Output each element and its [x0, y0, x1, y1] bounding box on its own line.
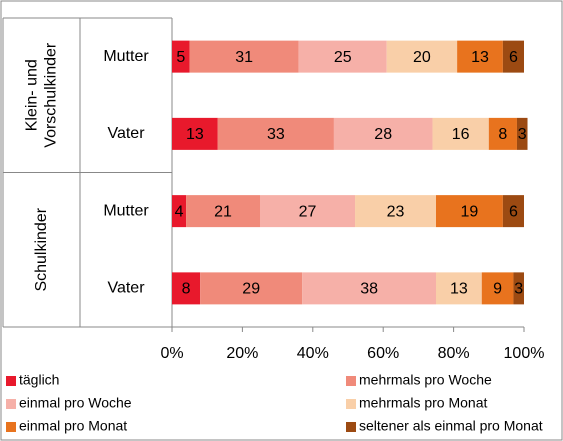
- bar-segment: [436, 272, 482, 305]
- x-tick-label: 20%: [226, 345, 258, 362]
- bar-segment: [333, 117, 433, 150]
- group-label-line: Klein- und: [24, 59, 41, 131]
- value-label: 16: [452, 126, 470, 143]
- value-label: 6: [509, 203, 518, 220]
- bar-segment: [302, 272, 436, 305]
- x-tick-label: 80%: [438, 345, 470, 362]
- bar-segment: [200, 272, 303, 305]
- value-label: 31: [235, 49, 253, 66]
- value-label: 4: [175, 203, 184, 220]
- bar-segment: [432, 117, 489, 150]
- bar-segment: [217, 117, 334, 150]
- legend-label: täglich: [19, 372, 59, 388]
- legend-label: seltener als einmal pro Monat: [359, 418, 543, 434]
- bar-segment: [260, 195, 356, 228]
- group-label: Klein- und Vorschulkinder: [24, 42, 60, 148]
- value-label: 27: [299, 203, 317, 220]
- y-tick-label: Vater: [107, 125, 145, 142]
- legend-swatch: [6, 422, 16, 432]
- bar-segment: [516, 117, 528, 150]
- bar-segment: [172, 117, 218, 150]
- value-label: 9: [493, 281, 502, 298]
- bar-segment: [457, 40, 503, 73]
- y-tick-label: Mutter: [103, 202, 149, 219]
- value-label: 5: [176, 49, 185, 66]
- value-label: 13: [186, 126, 204, 143]
- legend-swatch: [6, 376, 16, 386]
- value-label: 3: [518, 126, 527, 143]
- legend-swatch: [346, 422, 356, 432]
- bar-segment: [172, 195, 187, 228]
- value-label: 23: [387, 203, 405, 220]
- value-label: 25: [334, 49, 352, 66]
- bar-segment: [502, 40, 524, 73]
- x-tick-label: 0%: [160, 345, 183, 362]
- x-tick-label: 40%: [297, 345, 329, 362]
- bar-segment: [386, 40, 458, 73]
- group-label-line: Schulkinder: [33, 207, 50, 291]
- group-label-line: Vorschulkinder: [43, 42, 60, 148]
- value-label: 13: [471, 49, 489, 66]
- bar-segment: [172, 40, 190, 73]
- value-label: 19: [461, 203, 479, 220]
- y-tick-label: Mutter: [103, 48, 149, 65]
- x-tick-label: 100%: [504, 345, 545, 362]
- value-label: 21: [214, 203, 232, 220]
- value-label: 29: [242, 281, 260, 298]
- bar-segment: [172, 272, 201, 305]
- value-label: 33: [267, 126, 285, 143]
- value-label: 3: [514, 281, 523, 298]
- legend-label: mehrmals pro Woche: [359, 372, 492, 388]
- bar-segment: [513, 272, 524, 305]
- value-label: 13: [450, 281, 468, 298]
- legend-swatch: [346, 376, 356, 386]
- y-tick-label: Vater: [107, 280, 145, 297]
- legend-label: einmal pro Monat: [19, 418, 127, 434]
- legend-label: mehrmals pro Monat: [359, 395, 487, 411]
- value-label: 6: [509, 49, 518, 66]
- value-label: 20: [413, 49, 431, 66]
- x-tick-label: 60%: [367, 345, 399, 362]
- legend-swatch: [346, 399, 356, 409]
- group-label: Schulkinder: [33, 207, 50, 291]
- value-label: 8: [182, 281, 191, 298]
- bar-segment: [355, 195, 436, 228]
- bar-segment: [502, 195, 524, 228]
- bar-segment: [298, 40, 387, 73]
- value-label: 28: [374, 126, 392, 143]
- bar-segment: [186, 195, 260, 228]
- bar-segment: [481, 272, 514, 305]
- legend-swatch: [6, 399, 16, 409]
- value-label: 8: [498, 126, 507, 143]
- bar-segment: [488, 117, 517, 150]
- legend-label: einmal pro Woche: [19, 395, 132, 411]
- bar-segment: [436, 195, 503, 228]
- value-label: 38: [360, 281, 378, 298]
- bar-segment: [189, 40, 299, 73]
